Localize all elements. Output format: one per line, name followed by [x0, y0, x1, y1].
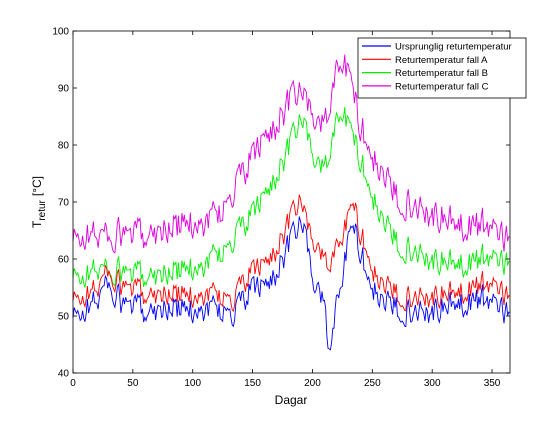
x-tick-label: 350 [484, 378, 501, 389]
x-tick-label: 200 [304, 378, 321, 389]
legend-label: Returtemperatur fall C [395, 81, 489, 92]
series-line-2 [72, 107, 511, 288]
series-line-3 [72, 54, 511, 254]
x-tick-label: 0 [70, 378, 76, 389]
x-tick-label: 250 [364, 378, 381, 389]
legend-items: Ursprunglig returtemperatur Returtemperat… [362, 42, 512, 92]
legend: Ursprunglig returtemperatur Returtemperat… [357, 37, 527, 99]
y-axis-label-subscript: retur [37, 199, 48, 220]
x-tick-label: 150 [244, 378, 261, 389]
series-line-0 [72, 216, 511, 351]
x-tick-label: 50 [127, 378, 139, 389]
x-axis-label: Dagar [275, 393, 308, 407]
legend-box [357, 37, 527, 99]
series-layer [72, 54, 511, 351]
y-axis-label: Tretur [°C] [30, 176, 48, 228]
legend-label: Returtemperatur fall A [395, 55, 488, 66]
y-tick-label: 60 [58, 255, 70, 266]
y-tick-label: 100 [52, 27, 69, 38]
series-line-1 [72, 194, 511, 313]
y-axis-label-unit: [°C] [30, 176, 44, 196]
y-tick-label: 70 [58, 198, 70, 209]
legend-label: Ursprunglig returtemperatur [395, 42, 512, 53]
tick-layer: 0 50 100 150 200 250 300 350 40 50 60 70 80 90 100 [52, 27, 510, 389]
svg-text:Tretur[°C]: Tretur [°C] [30, 176, 48, 228]
y-tick-label: 50 [58, 312, 70, 323]
y-tick-label: 40 [58, 369, 70, 380]
x-tick-label: 300 [424, 378, 441, 389]
y-axis-label-main: T [30, 220, 44, 228]
x-tick-label: 100 [184, 378, 201, 389]
y-tick-label: 90 [58, 84, 70, 95]
y-tick-label: 80 [58, 141, 70, 152]
legend-label: Returtemperatur fall B [395, 68, 488, 79]
